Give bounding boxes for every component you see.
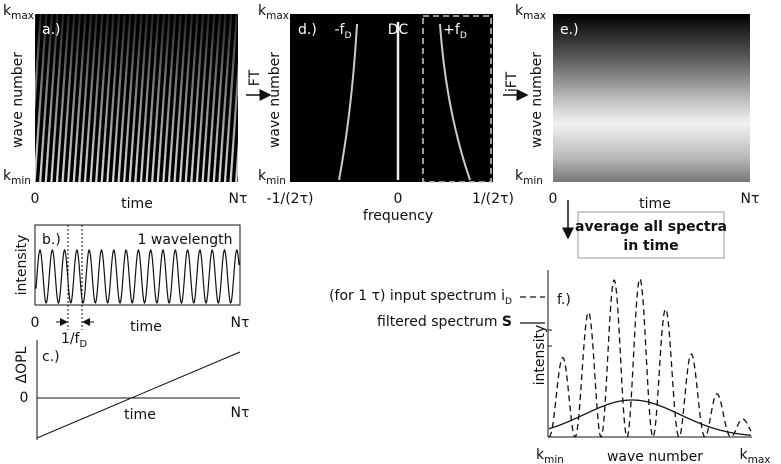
label: (for 1 τ) input spectrum iD	[329, 288, 512, 307]
label: filtered spectrum S	[377, 314, 512, 330]
spectrogram-shade	[35, 14, 238, 182]
label: ΔOPL	[14, 346, 30, 383]
label: wave number	[529, 52, 545, 148]
label: kmax	[740, 447, 771, 464]
label-sub: max	[266, 10, 289, 22]
label-text: DC	[388, 22, 409, 38]
axes-box	[34, 224, 241, 306]
label: 0	[394, 191, 403, 207]
label: kmax	[258, 3, 289, 22]
label-text: +f	[443, 22, 461, 38]
label-sub: min	[11, 175, 31, 187]
label: Nτ	[231, 405, 250, 421]
label-sub: min	[523, 175, 543, 187]
label-text: k	[258, 168, 267, 184]
label-sub: max	[748, 454, 771, 464]
label-bold: S	[502, 314, 512, 330]
label: e.)	[560, 22, 579, 38]
label: 0	[549, 191, 558, 207]
label: kmin	[515, 168, 543, 187]
label: 1/fD	[61, 331, 87, 350]
label: Nτ	[231, 315, 250, 331]
intensity-wave	[35, 248, 240, 305]
label: a.)	[42, 22, 61, 38]
input-spectrum	[548, 277, 752, 439]
label: iFT	[504, 71, 520, 92]
label: c.)	[42, 349, 60, 365]
label: time	[121, 196, 153, 212]
label: average all spectra	[575, 219, 727, 235]
label: intensity	[14, 235, 30, 296]
label-text: 1/f	[61, 331, 81, 347]
note-box	[577, 211, 725, 259]
label: DC	[388, 22, 409, 38]
label: time	[639, 196, 671, 212]
label: kmax	[515, 3, 546, 22]
label-sub: D	[460, 31, 467, 41]
label-text: k	[515, 168, 524, 184]
label: d.)	[298, 22, 317, 38]
label: +fD	[443, 22, 467, 41]
label: wave number	[267, 52, 283, 148]
label: Nτ	[229, 191, 248, 207]
filtered-spectrum	[548, 399, 752, 436]
opl-line	[36, 351, 241, 439]
label-text: -f	[335, 22, 346, 38]
label: kmin	[258, 168, 286, 187]
label: 0	[20, 390, 29, 406]
label: time	[130, 319, 162, 335]
label: time	[124, 407, 156, 423]
label: frequency	[363, 208, 433, 224]
plus-fd-curve	[439, 23, 471, 181]
label-sub: max	[523, 10, 546, 22]
label-text: filtered spectrum	[377, 314, 502, 330]
label-sub: D	[80, 339, 88, 350]
label-text: k	[536, 447, 545, 463]
label: 0	[31, 315, 40, 331]
label-text: k	[740, 447, 749, 463]
label: wave number	[607, 449, 703, 464]
label: wave number	[10, 52, 26, 148]
minus-fd-curve	[338, 23, 358, 181]
fourier-image	[290, 14, 493, 182]
label: in time	[623, 238, 678, 254]
label: 1/(2τ)	[472, 191, 514, 207]
label-text: k	[3, 168, 12, 184]
label: f.)	[557, 292, 571, 308]
label: intensity	[532, 325, 548, 386]
label-sub: min	[266, 175, 286, 187]
label: FT	[247, 69, 263, 86]
label: Nτ	[741, 191, 760, 207]
filter-box	[422, 15, 492, 183]
label-text: (for 1 τ) input spectrum i	[329, 288, 505, 304]
label-sub: min	[544, 454, 564, 464]
label-text: k	[258, 3, 267, 19]
label: kmin	[3, 168, 31, 187]
label: kmin	[536, 447, 564, 464]
label: b.)	[42, 232, 61, 248]
filtered-image	[553, 14, 750, 182]
label-text: k	[515, 3, 524, 19]
label-text: k	[3, 3, 12, 19]
label-sub: D	[505, 297, 512, 307]
label: -1/(2τ)	[267, 191, 314, 207]
label: 1 wavelength	[138, 232, 233, 248]
label: -fD	[335, 22, 352, 41]
label-sub: max	[11, 10, 34, 22]
label: 0	[31, 191, 40, 207]
label-sub: D	[344, 31, 351, 41]
label: kmax	[3, 3, 34, 22]
